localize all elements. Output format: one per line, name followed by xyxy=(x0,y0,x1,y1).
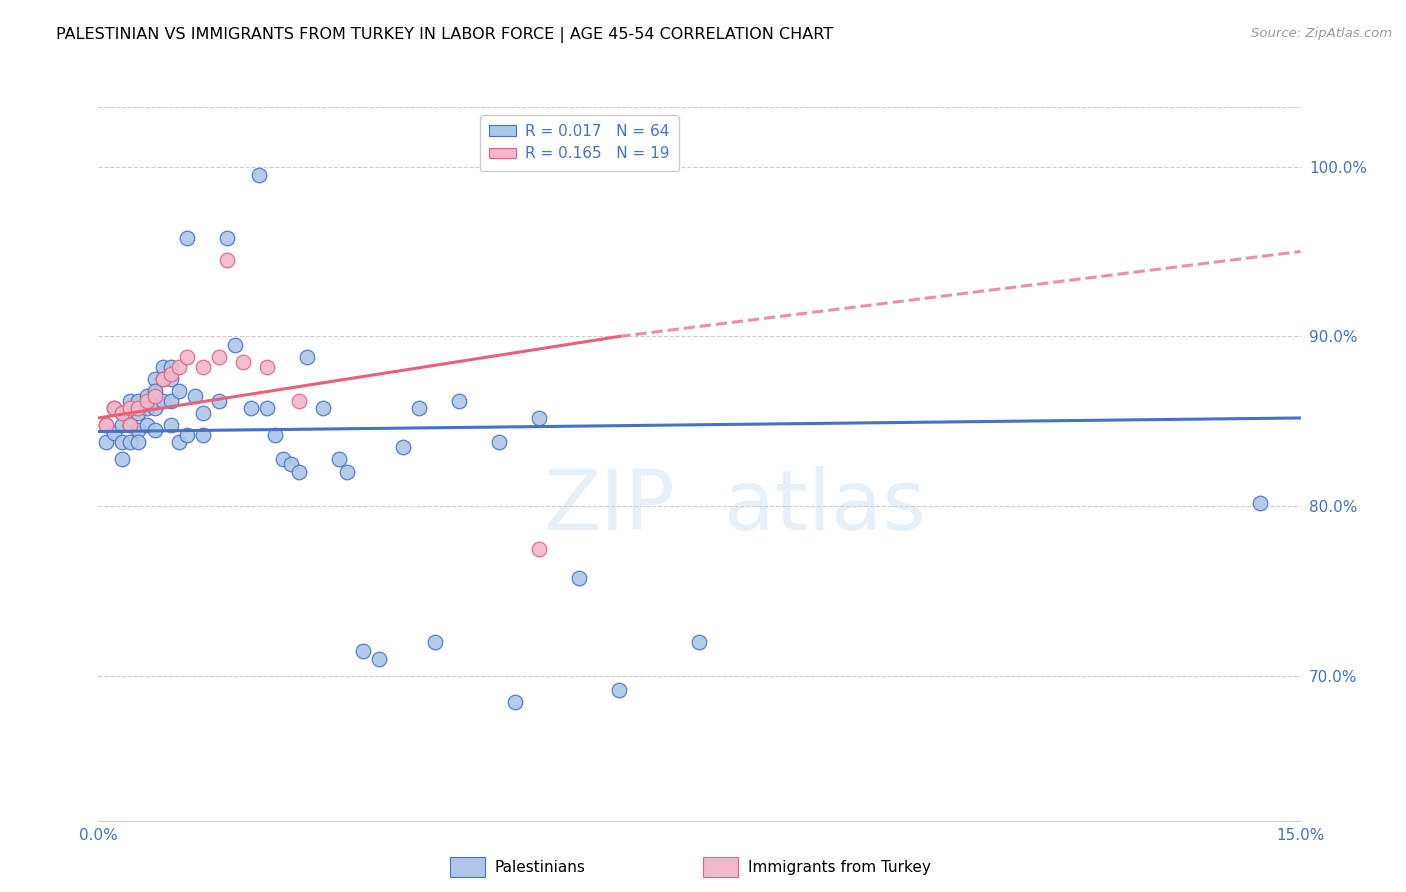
Point xyxy=(143,423,166,437)
Point xyxy=(152,394,174,409)
Point xyxy=(159,359,181,374)
Point xyxy=(120,417,142,432)
Text: atlas: atlas xyxy=(724,467,925,547)
Point xyxy=(128,401,150,415)
Point xyxy=(215,252,238,267)
Point xyxy=(328,451,350,466)
Text: Source: ZipAtlas.com: Source: ZipAtlas.com xyxy=(1251,27,1392,40)
Point xyxy=(208,394,231,409)
Point xyxy=(111,406,134,420)
Point xyxy=(96,417,118,432)
Point xyxy=(408,401,430,415)
Point xyxy=(120,401,142,415)
Point xyxy=(336,466,359,480)
Point xyxy=(135,394,157,409)
Point xyxy=(271,451,294,466)
Point xyxy=(135,401,157,415)
Text: Immigrants from Turkey: Immigrants from Turkey xyxy=(748,861,931,875)
Point xyxy=(447,394,470,409)
Point xyxy=(352,644,374,658)
Point xyxy=(152,372,174,386)
Point xyxy=(120,417,142,432)
Point xyxy=(143,384,166,398)
Point xyxy=(239,401,262,415)
Point xyxy=(128,423,150,437)
Point xyxy=(96,434,118,449)
Point xyxy=(103,401,125,415)
Point xyxy=(159,372,181,386)
Point xyxy=(568,571,591,585)
Point xyxy=(191,406,214,420)
Point xyxy=(1250,496,1272,510)
Point xyxy=(159,417,181,432)
Point xyxy=(232,355,254,369)
Point xyxy=(176,350,198,364)
Point xyxy=(103,401,125,415)
Point xyxy=(191,428,214,442)
Point xyxy=(280,457,302,471)
Text: ZIP: ZIP xyxy=(544,467,675,547)
Point xyxy=(503,695,526,709)
Point xyxy=(152,359,174,374)
Point xyxy=(128,406,150,420)
Point xyxy=(288,394,311,409)
Point xyxy=(167,359,190,374)
Text: Palestinians: Palestinians xyxy=(495,861,586,875)
Point xyxy=(143,389,166,403)
Legend: R = 0.017   N = 64, R = 0.165   N = 19: R = 0.017 N = 64, R = 0.165 N = 19 xyxy=(479,115,679,170)
Point xyxy=(263,428,285,442)
Point xyxy=(143,401,166,415)
Point xyxy=(111,417,134,432)
Point xyxy=(256,401,278,415)
Point xyxy=(423,635,446,649)
Point xyxy=(120,434,142,449)
Point xyxy=(183,389,205,403)
Point xyxy=(111,434,134,449)
Point xyxy=(368,652,391,666)
Point xyxy=(111,406,134,420)
Point xyxy=(529,411,551,425)
Point xyxy=(256,359,278,374)
Point xyxy=(609,682,631,697)
Point xyxy=(111,451,134,466)
Point xyxy=(128,434,150,449)
Point xyxy=(103,426,125,441)
Point xyxy=(128,394,150,409)
Point xyxy=(135,389,157,403)
Point xyxy=(143,372,166,386)
Point xyxy=(529,541,551,556)
Point xyxy=(152,372,174,386)
Point xyxy=(288,466,311,480)
Point xyxy=(488,434,510,449)
Point xyxy=(167,434,190,449)
Point xyxy=(120,394,142,409)
Point xyxy=(295,350,318,364)
Point xyxy=(191,359,214,374)
Point xyxy=(135,417,157,432)
Point xyxy=(176,231,198,245)
Point xyxy=(176,428,198,442)
Point xyxy=(96,417,118,432)
Point xyxy=(120,406,142,420)
Point xyxy=(392,440,415,454)
Point xyxy=(247,168,270,182)
Point xyxy=(224,338,246,352)
Point xyxy=(215,231,238,245)
Point xyxy=(167,384,190,398)
Point xyxy=(312,401,335,415)
Point xyxy=(159,367,181,381)
Text: PALESTINIAN VS IMMIGRANTS FROM TURKEY IN LABOR FORCE | AGE 45-54 CORRELATION CHA: PALESTINIAN VS IMMIGRANTS FROM TURKEY IN… xyxy=(56,27,834,43)
Point xyxy=(689,635,711,649)
Point xyxy=(159,394,181,409)
Point xyxy=(208,350,231,364)
